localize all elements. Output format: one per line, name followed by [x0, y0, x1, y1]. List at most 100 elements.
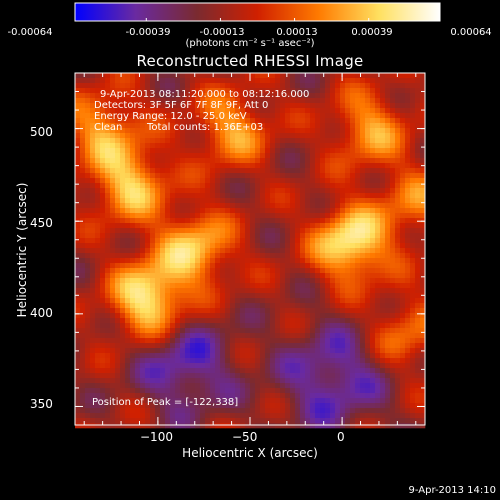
heatmap-cell	[165, 388, 171, 394]
heatmap-cell	[165, 198, 171, 204]
heatmap-cell	[190, 93, 196, 99]
heatmap-cell	[360, 308, 366, 314]
heatmap-cell	[290, 108, 296, 114]
heatmap-cell	[310, 333, 316, 339]
heatmap-cell	[375, 148, 381, 154]
heatmap-cell	[100, 278, 106, 284]
heatmap-cell	[305, 298, 311, 304]
heatmap-cell	[265, 423, 271, 429]
heatmap-cell	[155, 248, 161, 254]
heatmap-cell	[260, 258, 266, 264]
heatmap-cell	[130, 213, 136, 219]
heatmap-cell	[310, 128, 316, 134]
heatmap-cell	[220, 118, 226, 124]
heatmap-cell	[220, 313, 226, 319]
heatmap-cell	[295, 293, 301, 299]
heatmap-cell	[270, 268, 276, 274]
heatmap-cell	[410, 323, 416, 329]
heatmap-cell	[130, 268, 136, 274]
heatmap-cell	[310, 278, 316, 284]
heatmap-cell	[325, 258, 331, 264]
heatmap-cell	[400, 363, 406, 369]
heatmap-cell	[225, 313, 231, 319]
heatmap-cell	[125, 73, 131, 79]
heatmap-cell	[245, 73, 251, 79]
heatmap-cell	[275, 113, 281, 119]
heatmap-cell	[310, 373, 316, 379]
heatmap-cell	[240, 413, 246, 419]
heatmap-cell	[150, 358, 156, 364]
heatmap-cell	[260, 203, 266, 209]
heatmap-cell	[390, 358, 396, 364]
heatmap-cell	[330, 348, 336, 354]
heatmap-cell	[275, 363, 281, 369]
heatmap-cell	[205, 153, 211, 159]
heatmap-cell	[180, 83, 186, 89]
heatmap-cell	[210, 73, 216, 79]
heatmap-cell	[205, 128, 211, 134]
heatmap-cell	[260, 193, 266, 199]
heatmap-cell	[250, 373, 256, 379]
heatmap-cell	[315, 248, 321, 254]
heatmap-cell	[335, 378, 341, 384]
heatmap-cell	[155, 423, 161, 429]
heatmap-cell	[230, 193, 236, 199]
heatmap-cell	[305, 238, 311, 244]
heatmap-cell	[395, 193, 401, 199]
heatmap-cell	[375, 298, 381, 304]
heatmap-cell	[190, 333, 196, 339]
heatmap-cell	[310, 343, 316, 349]
heatmap-cell	[205, 283, 211, 289]
heatmap-cell	[75, 198, 81, 204]
heatmap-cell	[285, 383, 291, 389]
heatmap-cell	[355, 243, 361, 249]
heatmap-cell	[400, 163, 406, 169]
heatmap-cell	[160, 373, 166, 379]
heatmap-cell	[385, 263, 391, 269]
heatmap-cell	[100, 338, 106, 344]
heatmap-cell	[175, 158, 181, 164]
heatmap-cell	[355, 293, 361, 299]
heatmap-cell	[385, 153, 391, 159]
heatmap-cell	[75, 283, 81, 289]
heatmap-cell	[165, 98, 171, 104]
heatmap-cell	[230, 263, 236, 269]
heatmap-cell	[120, 378, 126, 384]
heatmap-cell	[105, 183, 111, 189]
heatmap-cell	[390, 273, 396, 279]
heatmap-cell	[370, 323, 376, 329]
heatmap-cell	[185, 403, 191, 409]
heatmap-cell	[140, 98, 146, 104]
heatmap-cell	[320, 258, 326, 264]
heatmap-cell	[360, 188, 366, 194]
heatmap-cell	[190, 103, 196, 109]
heatmap-cell	[225, 318, 231, 324]
heatmap-cell	[85, 298, 91, 304]
heatmap-cell	[300, 243, 306, 249]
heatmap-cell	[375, 188, 381, 194]
heatmap-cell	[275, 93, 281, 99]
heatmap-cell	[205, 83, 211, 89]
heatmap-cell	[305, 168, 311, 174]
heatmap-cell	[110, 153, 116, 159]
heatmap-cell	[285, 223, 291, 229]
heatmap-cell	[200, 338, 206, 344]
heatmap-cell	[80, 273, 86, 279]
heatmap-cell	[355, 273, 361, 279]
heatmap-cell	[245, 348, 251, 354]
heatmap-cell	[240, 168, 246, 174]
heatmap-cell	[145, 293, 151, 299]
heatmap-cell	[140, 328, 146, 334]
heatmap-cell	[140, 413, 146, 419]
heatmap-cell	[420, 373, 426, 379]
heatmap-cell	[150, 88, 156, 94]
heatmap-cell	[175, 388, 181, 394]
heatmap-cell	[400, 278, 406, 284]
heatmap-cell	[355, 188, 361, 194]
heatmap-cell	[245, 208, 251, 214]
heatmap-cell	[150, 238, 156, 244]
heatmap-cell	[285, 343, 291, 349]
heatmap-cell	[405, 253, 411, 259]
heatmap-cell	[365, 318, 371, 324]
